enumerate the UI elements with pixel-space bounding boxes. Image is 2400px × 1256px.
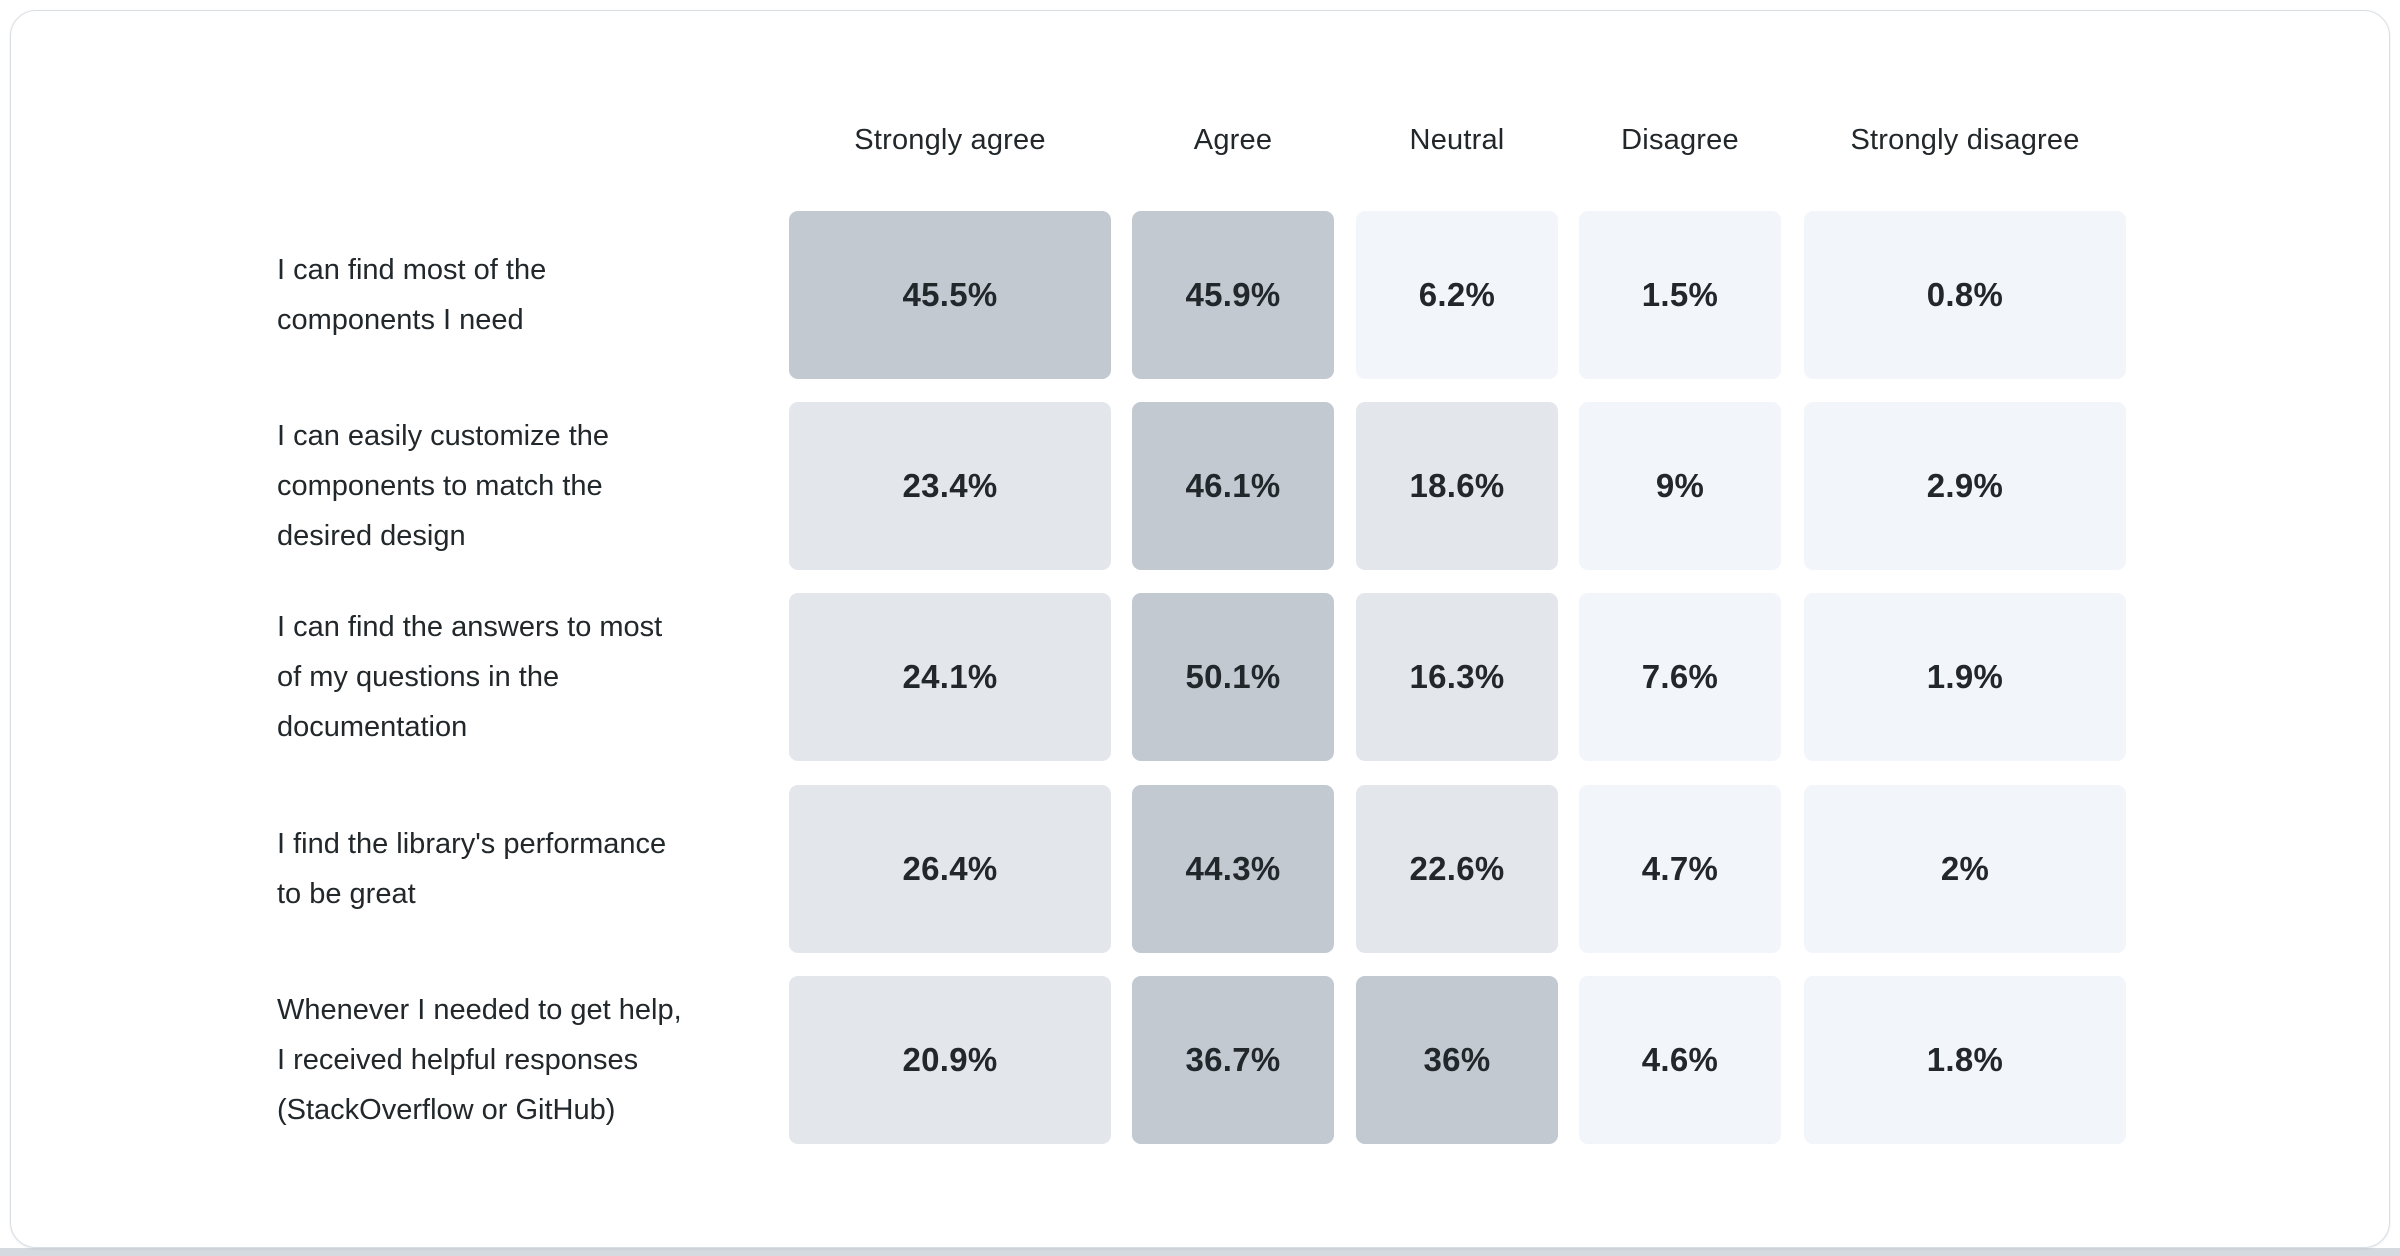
heatmap-cell: 1.8% [1804, 976, 2126, 1144]
survey-heatmap-card: Strongly agree Agree Neutral Disagree Strong… [10, 10, 2390, 1248]
row-label: Whenever I needed to get help, I receive… [277, 994, 682, 1126]
page-bottom-strip [0, 1248, 2400, 1256]
heatmap-cell: 16.3% [1356, 593, 1558, 761]
column-header-agree: Agree [1193, 123, 1273, 156]
column-header-disagree: Disagree [1621, 123, 1739, 156]
heatmap-cell: 46.1% [1132, 402, 1334, 570]
row-label: I can easily customize the components to… [277, 420, 610, 552]
heatmap-cell: 44.3% [1132, 785, 1334, 953]
heatmap-cell: 18.6% [1356, 402, 1558, 570]
column-header-strongly-disagree: Strongly disagree [1850, 123, 2080, 156]
heatmap-cell: 2.9% [1804, 402, 2126, 570]
row-label: I can find most of the components I need [277, 254, 547, 336]
heatmap-cell: 0.8% [1804, 211, 2126, 379]
heatmap-cell: 20.9% [789, 976, 1111, 1144]
column-header-neutral: Neutral [1409, 123, 1505, 156]
heatmap-cell: 1.5% [1579, 211, 1781, 379]
heatmap-cell: 6.2% [1356, 211, 1558, 379]
column-header-strongly-agree: Strongly agree [854, 123, 1046, 156]
heatmap-cell: 24.1% [789, 593, 1111, 761]
heatmap-cell: 36.7% [1132, 976, 1334, 1144]
heatmap-cell: 9% [1579, 402, 1781, 570]
row-label: I can find the answers to most of my que… [277, 611, 663, 743]
heatmap-cell: 45.5% [789, 211, 1111, 379]
row-label: I find the library's performance to be g… [277, 828, 667, 910]
heatmap-cell: 1.9% [1804, 593, 2126, 761]
heatmap-cell: 4.7% [1579, 785, 1781, 953]
heatmap-cell: 4.6% [1579, 976, 1781, 1144]
heatmap-cell: 7.6% [1579, 593, 1781, 761]
heatmap-cell: 22.6% [1356, 785, 1558, 953]
heatmap-cell: 2% [1804, 785, 2126, 953]
heatmap-cell: 36% [1356, 976, 1558, 1144]
heatmap-cell: 45.9% [1132, 211, 1334, 379]
heatmap-cell: 50.1% [1132, 593, 1334, 761]
heatmap-cell: 26.4% [789, 785, 1111, 953]
heatmap-cell: 23.4% [789, 402, 1111, 570]
